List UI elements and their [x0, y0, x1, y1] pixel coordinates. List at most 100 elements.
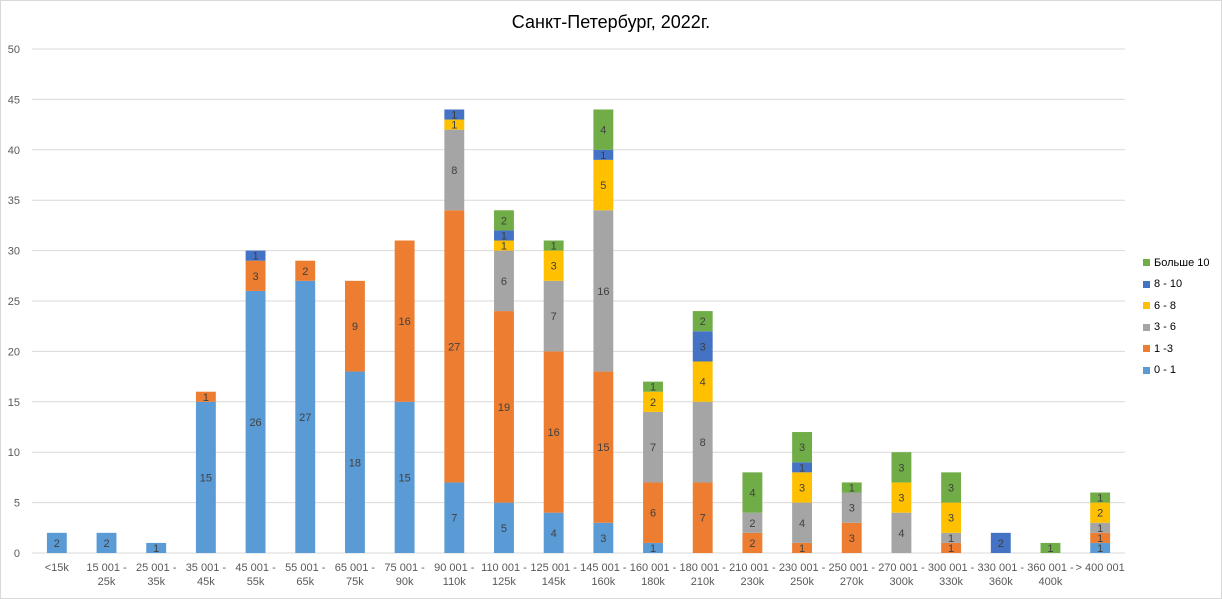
x-tick-label: > 400 001	[1076, 562, 1125, 574]
x-tick-label: 145k	[542, 576, 566, 588]
x-tick-label: 160k	[591, 576, 615, 588]
data-label: 7	[451, 513, 457, 525]
data-label: 3	[799, 442, 805, 454]
x-tick-label: 270k	[840, 576, 864, 588]
data-label: 1	[203, 392, 209, 404]
x-tick-label: 75 001 -	[384, 562, 425, 574]
x-tick-label: 65k	[296, 576, 314, 588]
data-label: 1	[650, 543, 656, 555]
data-label: 4	[749, 488, 755, 500]
x-tick-label: 125k	[492, 576, 516, 588]
x-tick-label: 330k	[939, 576, 963, 588]
x-tick-label: 25k	[98, 576, 116, 588]
data-label: 3	[948, 482, 954, 494]
x-tick-label: 75k	[346, 576, 364, 588]
x-tick-label: 300 001 -	[928, 562, 975, 574]
legend-item: 8 - 10	[1143, 274, 1209, 296]
data-label: 4	[799, 518, 805, 530]
data-label: 6	[501, 276, 507, 288]
x-tick-label: 230k	[740, 576, 764, 588]
legend-swatch	[1143, 367, 1150, 374]
x-tick-label: 90k	[396, 576, 414, 588]
legend-label: 3 - 6	[1154, 321, 1176, 333]
legend-item: 6 - 8	[1143, 295, 1209, 317]
x-tick-label: 45k	[197, 576, 215, 588]
x-tick-label: 110 001 -	[481, 562, 527, 574]
x-tick-label: 55k	[247, 576, 265, 588]
data-label: 1	[551, 241, 557, 253]
x-tick-label: 15 001 -	[86, 562, 127, 574]
x-tick-label: 55 001 -	[285, 562, 326, 574]
data-label: 5	[501, 523, 507, 535]
legend-item: 1 -3	[1143, 338, 1209, 360]
y-tick-label: 40	[8, 145, 20, 157]
data-label: 2	[302, 266, 308, 278]
data-label: 1	[600, 150, 606, 162]
legend-label: 8 - 10	[1154, 278, 1182, 290]
data-label: 1	[849, 482, 855, 494]
data-label: 2	[650, 397, 656, 409]
data-label: 1	[1097, 523, 1103, 535]
data-label: 3	[253, 271, 259, 283]
x-tick-label: 180 001 -	[679, 562, 726, 574]
data-label: 4	[600, 125, 606, 137]
data-label: 2	[1097, 508, 1103, 520]
legend-swatch	[1143, 259, 1150, 266]
data-label: 3	[898, 462, 904, 474]
data-label: 16	[548, 427, 560, 439]
legend-label: 6 - 8	[1154, 300, 1176, 312]
data-label: 7	[551, 311, 557, 323]
stacked-bar-chart: 051015202530354045502<15k215 001 -25k125…	[0, 0, 1222, 599]
legend-label: 0 - 1	[1154, 364, 1176, 376]
x-tick-label: 400k	[1039, 576, 1063, 588]
data-label: 1	[253, 251, 259, 263]
data-label: 1	[650, 382, 656, 394]
legend-swatch	[1143, 281, 1150, 288]
data-label: 2	[998, 538, 1004, 550]
x-tick-label: 210k	[691, 576, 715, 588]
data-label: 2	[54, 538, 60, 550]
data-label: 4	[898, 528, 904, 540]
data-label: 16	[597, 286, 609, 298]
x-tick-label: 35k	[147, 576, 165, 588]
x-tick-label: <15k	[45, 562, 70, 574]
x-tick-label: 360 001 -	[1027, 562, 1074, 574]
x-tick-label: 125 001 -	[530, 562, 577, 574]
legend-label: 1 -3	[1154, 343, 1173, 355]
x-tick-label: 45 001 -	[235, 562, 276, 574]
data-label: 3	[551, 261, 557, 273]
legend-label: Больше 10	[1154, 257, 1209, 269]
data-label: 3	[799, 482, 805, 494]
data-label: 1	[1097, 493, 1103, 505]
data-label: 1	[799, 543, 805, 555]
data-label: 15	[597, 442, 609, 454]
x-tick-label: 250 001 -	[829, 562, 876, 574]
data-label: 15	[200, 472, 212, 484]
y-tick-label: 10	[8, 447, 20, 459]
x-tick-label: 110k	[443, 576, 467, 588]
legend-swatch	[1143, 324, 1150, 331]
data-label: 18	[349, 457, 361, 469]
data-label: 27	[448, 341, 460, 353]
x-tick-label: 330 001 -	[978, 562, 1025, 574]
x-tick-label: 25 001 -	[136, 562, 177, 574]
chart-legend: Больше 10 8 - 10 6 - 8 3 - 6 1 -3 0 - 1	[1143, 252, 1209, 381]
legend-item: Больше 10	[1143, 252, 1209, 274]
data-label: 1	[153, 543, 159, 555]
data-label: 8	[700, 437, 706, 449]
data-label: 3	[948, 513, 954, 525]
x-tick-label: 270 001 -	[878, 562, 925, 574]
data-label: 2	[749, 518, 755, 530]
x-tick-label: 180k	[641, 576, 665, 588]
data-label: 2	[501, 215, 507, 227]
y-tick-label: 45	[8, 94, 20, 106]
y-tick-label: 25	[8, 296, 20, 308]
y-tick-label: 5	[14, 498, 20, 510]
y-tick-label: 50	[8, 44, 20, 56]
data-label: 6	[650, 508, 656, 520]
x-tick-label: 145 001 -	[580, 562, 627, 574]
x-tick-label: 230 001 -	[779, 562, 826, 574]
legend-swatch	[1143, 302, 1150, 309]
data-label: 5	[600, 180, 606, 192]
data-label: 3	[600, 533, 606, 545]
